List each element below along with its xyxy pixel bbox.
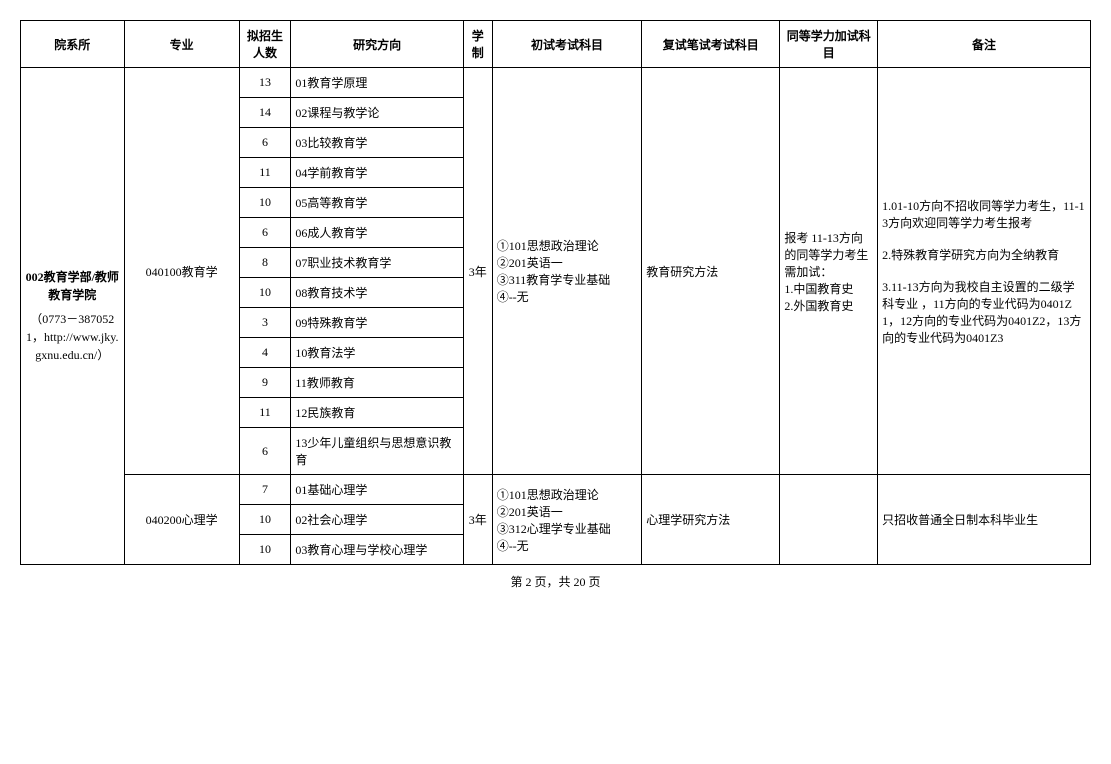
quota-cell: 4 [239, 338, 291, 368]
direction-cell: 10教育法学 [291, 338, 464, 368]
direction-cell: 02课程与教学论 [291, 98, 464, 128]
th-note: 备注 [878, 21, 1091, 68]
quota-cell: 3 [239, 308, 291, 338]
quota-cell: 10 [239, 278, 291, 308]
quota-cell: 13 [239, 68, 291, 98]
quota-cell: 8 [239, 248, 291, 278]
major2-exam2: 心理学研究方法 [642, 475, 780, 565]
direction-cell: 01教育学原理 [291, 68, 464, 98]
direction-cell: 04学前教育学 [291, 158, 464, 188]
th-years: 学制 [463, 21, 492, 68]
major1-years: 3年 [463, 68, 492, 475]
page-container: 院系所 专业 拟招生人数 研究方向 学制 初试考试科目 复试笔试考试科目 同等学… [20, 20, 1091, 590]
quota-cell: 11 [239, 158, 291, 188]
direction-cell: 08教育技术学 [291, 278, 464, 308]
major2-years: 3年 [463, 475, 492, 565]
header-row: 院系所 专业 拟招生人数 研究方向 学制 初试考试科目 复试笔试考试科目 同等学… [21, 21, 1091, 68]
direction-cell: 13少年儿童组织与思想意识教育 [291, 428, 464, 475]
direction-cell: 02社会心理学 [291, 505, 464, 535]
major1-note: 1.01-10方向不招收同等学力考生，11-13方向欢迎同等学力考生报考 2.特… [878, 68, 1091, 475]
th-direction: 研究方向 [291, 21, 464, 68]
dept-cell: 002教育学部/教师教育学院 （0773－3870521，http://www.… [21, 68, 125, 565]
th-quota: 拟招生人数 [239, 21, 291, 68]
th-major: 专业 [124, 21, 239, 68]
direction-cell: 12民族教育 [291, 398, 464, 428]
quota-cell: 10 [239, 535, 291, 565]
major1-exam2: 教育研究方法 [642, 68, 780, 475]
page-footer: 第 2 页，共 20 页 [20, 565, 1091, 590]
dept-contact: （0773－3870521，http://www.jky.gxnu.edu.cn… [25, 310, 120, 364]
direction-cell: 11教师教育 [291, 368, 464, 398]
quota-cell: 11 [239, 398, 291, 428]
major2-extra [780, 475, 878, 565]
major1-extra: 报考 11-13方向的同等学力考生需加试： 1.中国教育史 2.外国教育史 [780, 68, 878, 475]
major2-code: 040200心理学 [124, 475, 239, 565]
th-dept: 院系所 [21, 21, 125, 68]
catalog-table: 院系所 专业 拟招生人数 研究方向 学制 初试考试科目 复试笔试考试科目 同等学… [20, 20, 1091, 565]
th-exam1: 初试考试科目 [492, 21, 642, 68]
direction-cell: 03比较教育学 [291, 128, 464, 158]
direction-cell: 07职业技术教育学 [291, 248, 464, 278]
direction-cell: 09特殊教育学 [291, 308, 464, 338]
quota-cell: 6 [239, 428, 291, 475]
quota-cell: 10 [239, 505, 291, 535]
major1-code: 040100教育学 [124, 68, 239, 475]
table-row: 040200心理学 7 01基础心理学 3年 ①101思想政治理论 ②201英语… [21, 475, 1091, 505]
major1-exam1: ①101思想政治理论 ②201英语一 ③311教育学专业基础 ④--无 [492, 68, 642, 475]
quota-cell: 7 [239, 475, 291, 505]
quota-cell: 10 [239, 188, 291, 218]
direction-cell: 03教育心理与学校心理学 [291, 535, 464, 565]
direction-cell: 06成人教育学 [291, 218, 464, 248]
dept-name: 002教育学部/教师教育学院 [25, 268, 120, 304]
quota-cell: 6 [239, 128, 291, 158]
th-extra: 同等学力加试科目 [780, 21, 878, 68]
quota-cell: 9 [239, 368, 291, 398]
table-row: 002教育学部/教师教育学院 （0773－3870521，http://www.… [21, 68, 1091, 98]
quota-cell: 6 [239, 218, 291, 248]
major2-note: 只招收普通全日制本科毕业生 [878, 475, 1091, 565]
major2-exam1: ①101思想政治理论 ②201英语一 ③312心理学专业基础 ④--无 [492, 475, 642, 565]
th-exam2: 复试笔试考试科目 [642, 21, 780, 68]
direction-cell: 05高等教育学 [291, 188, 464, 218]
quota-cell: 14 [239, 98, 291, 128]
direction-cell: 01基础心理学 [291, 475, 464, 505]
